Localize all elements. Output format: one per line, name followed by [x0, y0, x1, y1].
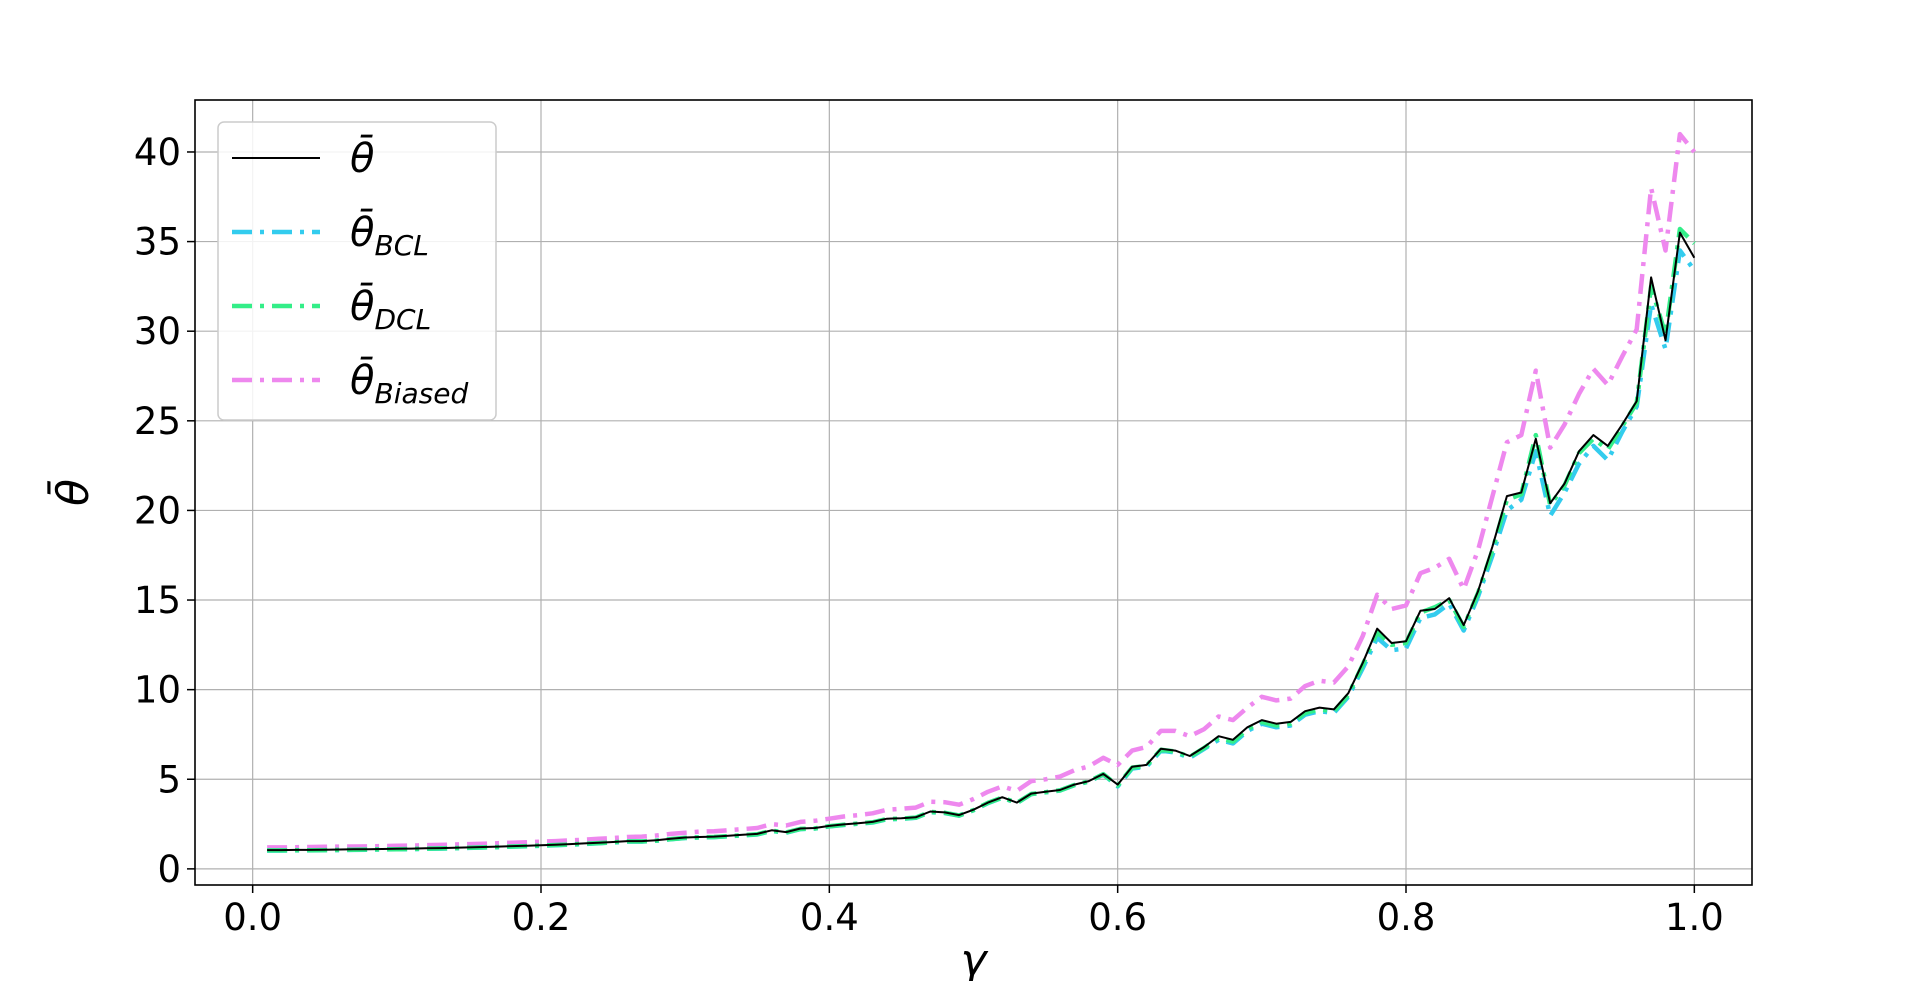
- x-tick-label: 0.8: [1377, 896, 1436, 939]
- legend-label-subscript: BCL: [374, 229, 428, 262]
- x-tick-label: 0.0: [223, 896, 282, 939]
- legend-label: θ̄: [350, 134, 374, 182]
- y-axis-label: θ̄: [46, 479, 99, 506]
- legend-label-subscript: Biased: [374, 377, 468, 410]
- grid-lines: [195, 100, 1752, 885]
- y-tick-label: 15: [134, 579, 181, 622]
- y-tick-label: 40: [134, 131, 181, 174]
- x-tick-label: 0.6: [1088, 896, 1147, 939]
- x-tick-label: 0.4: [800, 896, 859, 939]
- y-tick-label: 0: [157, 848, 181, 891]
- x-tick-label: 1.0: [1665, 896, 1724, 939]
- legend-label-subscript: DCL: [374, 303, 431, 336]
- legend-box: [217, 121, 497, 421]
- series-line-theta: [267, 231, 1696, 852]
- x-axis-label: γ: [960, 935, 988, 981]
- y-tick-label: 20: [134, 489, 181, 532]
- y-tick-label: 10: [134, 669, 181, 712]
- x-tick-label: 0.2: [512, 896, 571, 939]
- legend-label: θ̄BCL: [350, 208, 429, 262]
- y-tick-label: 35: [134, 221, 181, 264]
- y-tick-label: 30: [134, 310, 181, 353]
- plot-series: [267, 131, 1697, 853]
- series-line-biased: [267, 131, 1697, 850]
- y-tick-label: 25: [134, 400, 181, 443]
- axis-ticks: 0.0 0.2 0.4 0.6 0.8 1.0 0 5 10 15 20 25 30 35 40: [134, 131, 1724, 939]
- y-tick-label: 5: [157, 758, 181, 801]
- plot-area-frame: [194, 99, 1753, 886]
